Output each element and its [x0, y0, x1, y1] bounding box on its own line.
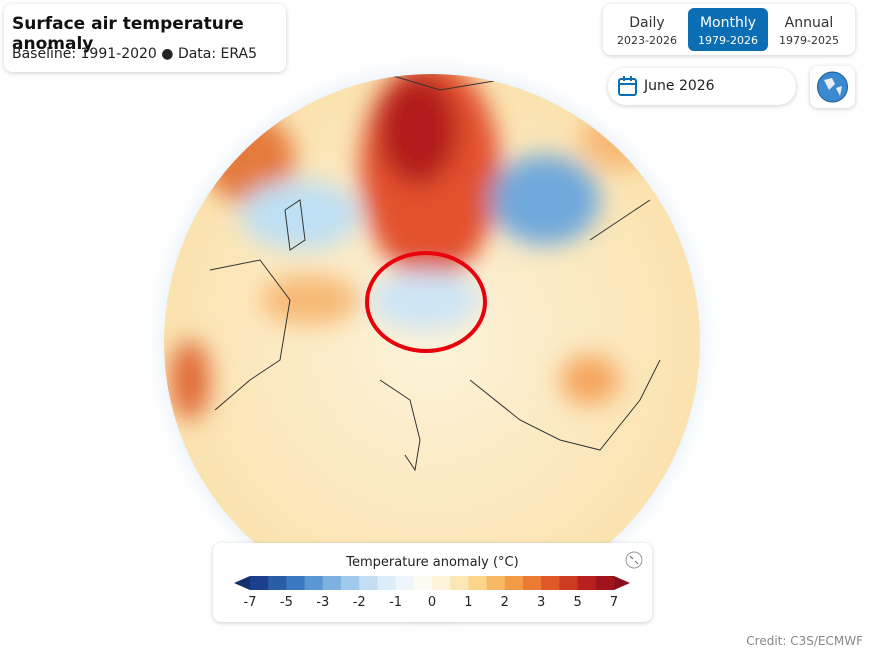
legend-tick-label: -3 — [316, 595, 329, 610]
tab[interactable]: Annual 1979-2025 — [769, 8, 849, 51]
legend-tick-label: -5 — [280, 595, 293, 610]
header: Surface air temperature anomaly Baseline… — [4, 4, 286, 72]
color-bin — [432, 576, 451, 590]
legend-tick-label: -7 — [244, 595, 257, 610]
tab-label: Annual — [784, 15, 834, 31]
tab-label: Monthly — [699, 15, 757, 31]
color-bin — [268, 576, 287, 590]
color-bin — [304, 576, 324, 590]
title: Surface air temperature anomaly — [12, 14, 244, 54]
legend-tick-label: 7 — [610, 595, 618, 610]
color-bar-arrow — [234, 576, 250, 590]
legend-tick-label: 2 — [501, 595, 509, 610]
legend-tick-label: -1 — [389, 595, 402, 610]
color-bin — [395, 576, 415, 590]
tab-range: 1979-2026 — [698, 34, 758, 47]
color-bin — [559, 576, 579, 590]
tab-label: Daily — [629, 15, 665, 31]
tab[interactable]: Daily 2023-2026 — [607, 8, 687, 51]
color-bin — [286, 576, 306, 590]
color-bin — [504, 576, 524, 590]
color-bin — [341, 576, 360, 590]
tab-range: 1979-2025 — [779, 34, 839, 47]
color-bar: -7 -5 -3 -2 -1 0 1 2 3 5 7 — [234, 576, 630, 610]
tab-group: Daily 2023-2026 Monthly 1979-2026 Annual 1979… — [603, 4, 855, 55]
tab-range: 2023-2026 — [617, 34, 677, 47]
collapse-button[interactable] — [625, 551, 643, 569]
legend-tick-label: 1 — [464, 595, 472, 610]
color-bin — [377, 576, 397, 590]
color-bar-arrow — [614, 576, 630, 590]
legend-tick-label: 0 — [428, 595, 436, 610]
color-bin — [541, 576, 560, 590]
legend-tick-label: 5 — [573, 595, 581, 610]
calendar-icon — [618, 76, 637, 96]
date-picker[interactable]: June 2026 — [608, 68, 796, 105]
color-bin — [359, 576, 378, 590]
legend: Temperature anomaly (°C) -7 -5 -3 -2 -1 0 1 2 3 5… — [213, 543, 652, 622]
legend-tick-label: 3 — [537, 595, 545, 610]
color-bin — [595, 576, 615, 590]
color-bin — [468, 576, 488, 590]
legend-tick-label: -2 — [353, 595, 366, 610]
color-bin — [322, 576, 342, 590]
globe-button[interactable] — [810, 66, 855, 108]
globe-icon — [817, 71, 848, 103]
credit: Credit: C3S/ECMWF — [746, 634, 863, 648]
highlight-circle — [365, 251, 487, 353]
subtitle: Baseline: 1991-2020 ● Data: ERA5 — [12, 46, 258, 62]
color-bin — [523, 576, 542, 590]
tab[interactable]: Monthly 1979-2026 — [688, 8, 768, 51]
color-bin — [486, 576, 506, 590]
color-bin — [450, 576, 469, 590]
color-bin — [577, 576, 597, 590]
color-bin — [250, 576, 269, 590]
color-bin — [413, 576, 433, 590]
legend-title: Temperature anomaly (°C) — [346, 555, 519, 570]
date-label: June 2026 — [644, 78, 715, 94]
